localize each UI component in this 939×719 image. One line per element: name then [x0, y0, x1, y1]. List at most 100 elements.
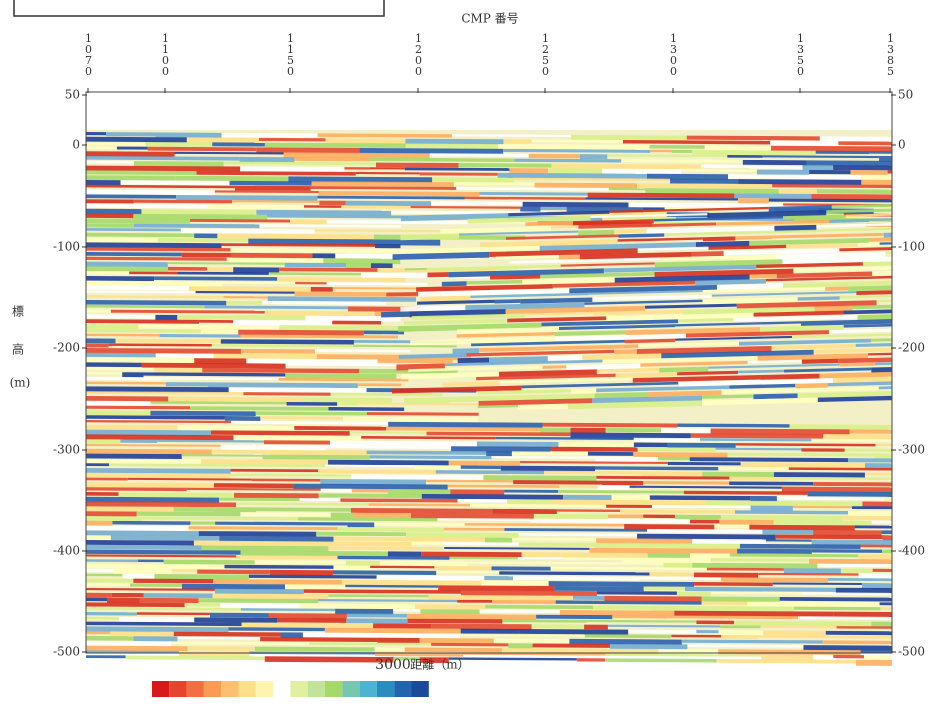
reflector — [194, 233, 218, 239]
reflector — [550, 446, 638, 452]
reflector — [641, 471, 703, 478]
reflector — [346, 618, 408, 624]
reflector — [626, 327, 761, 336]
reflector — [86, 573, 123, 577]
y-tick-label: -400 — [53, 544, 80, 558]
reflector — [401, 372, 450, 380]
reflector — [872, 271, 892, 276]
reflector — [528, 153, 581, 159]
reflector — [233, 320, 333, 327]
reflector — [492, 508, 557, 515]
reflector — [701, 601, 747, 605]
reflector — [531, 624, 585, 629]
reflector — [882, 549, 892, 554]
reflector — [556, 509, 621, 512]
reflector — [861, 583, 892, 590]
reflector — [337, 555, 450, 560]
reflector — [86, 626, 229, 633]
reflector — [833, 654, 865, 659]
colorbar-swatch — [342, 681, 360, 697]
reflector — [174, 151, 284, 155]
reflector — [451, 134, 572, 138]
reflector — [551, 225, 579, 229]
reflector — [734, 254, 776, 261]
reflector — [370, 565, 435, 569]
reflector — [869, 237, 892, 242]
reflector — [849, 429, 892, 434]
reflector — [592, 605, 653, 610]
reflector — [711, 291, 857, 297]
reflector — [498, 144, 650, 150]
reflector — [277, 277, 405, 283]
reflector — [86, 271, 130, 275]
reflector — [353, 344, 457, 348]
colorbar-swatch — [394, 681, 412, 697]
reflector — [822, 640, 892, 645]
reflector — [524, 311, 594, 316]
reflector — [328, 459, 449, 466]
reflector — [811, 539, 892, 546]
reflector — [757, 635, 892, 639]
reflector — [729, 476, 788, 481]
reflector — [86, 549, 241, 555]
reflector — [807, 491, 892, 498]
reflector — [212, 142, 265, 147]
reflector — [750, 495, 777, 502]
reflector — [86, 338, 116, 344]
reflector — [86, 396, 169, 403]
reflector — [231, 420, 389, 425]
reflector — [221, 243, 376, 247]
reflector — [819, 136, 892, 142]
reflector — [133, 213, 268, 221]
reflector — [106, 132, 156, 137]
reflector — [585, 197, 739, 201]
reflector — [729, 481, 814, 486]
reflector — [605, 653, 726, 657]
reflector — [86, 655, 126, 659]
reflector — [593, 309, 683, 316]
reflector — [426, 265, 519, 272]
reflector — [756, 262, 863, 269]
reflector — [646, 173, 729, 181]
reflector — [614, 274, 750, 284]
reflector — [289, 219, 327, 225]
reflector — [652, 605, 795, 612]
reflector — [848, 510, 892, 517]
reflector — [260, 637, 378, 642]
reflector — [420, 609, 480, 615]
reflector — [240, 550, 388, 557]
reflector — [675, 514, 721, 520]
reflector — [168, 396, 303, 403]
reflector — [163, 559, 255, 565]
reflector — [377, 359, 453, 364]
reflector — [330, 392, 443, 397]
reflector — [783, 214, 846, 220]
reflector — [689, 457, 849, 463]
reflector — [694, 582, 773, 587]
reflector — [513, 576, 640, 581]
reflector — [86, 621, 242, 627]
reflector — [887, 170, 892, 174]
reflector — [597, 485, 630, 490]
reflector — [646, 225, 775, 234]
reflector — [190, 521, 216, 525]
reflector — [708, 363, 840, 369]
reflector — [357, 402, 478, 406]
reflector — [470, 292, 589, 298]
reflector — [690, 433, 824, 439]
reflector — [230, 473, 351, 477]
reflector — [136, 511, 241, 517]
reflector — [874, 453, 892, 460]
colorbar-swatch — [255, 681, 274, 697]
reflector — [415, 465, 461, 470]
reflector — [825, 630, 892, 636]
reflector — [353, 512, 412, 519]
reflector — [683, 490, 808, 495]
colorbar-swatch — [376, 681, 395, 697]
reflector — [550, 566, 707, 571]
reflector — [86, 400, 151, 408]
reflector — [734, 193, 812, 199]
reflector — [317, 133, 452, 138]
reflector — [869, 151, 892, 154]
reflector — [888, 564, 892, 568]
